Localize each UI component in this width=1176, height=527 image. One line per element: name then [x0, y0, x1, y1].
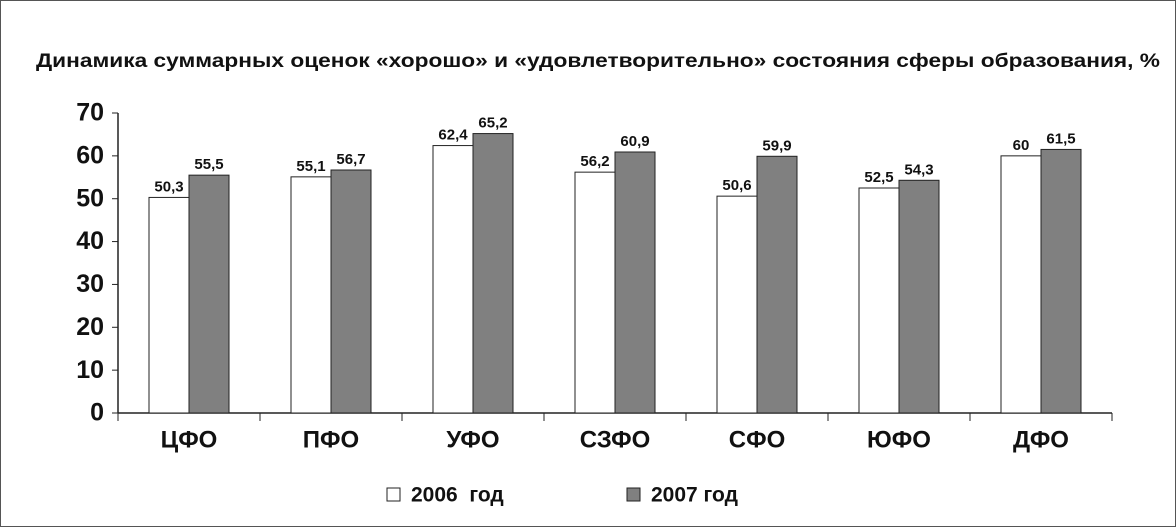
value-label: 60,9	[620, 133, 649, 150]
value-label: 55,5	[194, 156, 223, 173]
value-label: 56,7	[336, 151, 365, 168]
y-tick-label: 70	[76, 99, 104, 127]
bar	[1040, 148, 1082, 414]
y-tick-label: 50	[76, 184, 104, 212]
value-label: 54,3	[904, 161, 933, 178]
value-label: 59,9	[762, 137, 791, 154]
bar	[472, 133, 514, 414]
y-tick-label: 60	[76, 141, 104, 169]
x-tick-label: СЗФО	[580, 426, 651, 453]
bar	[330, 169, 372, 414]
x-tick-label: ЦФО	[161, 426, 218, 453]
bar	[574, 171, 616, 414]
bar	[188, 174, 230, 414]
y-tick-label: 40	[76, 227, 104, 255]
chart-title: Динамика суммарных оценок «хорошо» и «уд…	[36, 51, 1160, 72]
x-tick-label: ЮФО	[867, 426, 931, 453]
value-label: 50,6	[722, 177, 751, 194]
bar	[148, 196, 190, 414]
bar	[858, 187, 900, 414]
y-tick-label: 30	[76, 270, 104, 298]
bar	[716, 195, 758, 414]
value-label: 62,4	[438, 127, 468, 144]
value-label: 52,5	[864, 169, 893, 186]
value-label: 60	[1013, 137, 1030, 154]
x-tick-label: УФО	[446, 426, 499, 453]
bar	[432, 145, 474, 414]
legend-swatch	[386, 487, 401, 502]
bar	[898, 179, 940, 414]
bar	[290, 176, 332, 414]
x-tick-label: СФО	[729, 426, 785, 453]
value-label: 55,1	[296, 158, 325, 175]
bar	[614, 151, 656, 414]
value-label: 56,2	[580, 153, 609, 170]
value-label: 61,5	[1046, 130, 1075, 147]
legend-swatch	[626, 487, 641, 502]
x-tick-label: ДФО	[1013, 426, 1069, 453]
x-tick-label: ПФО	[303, 426, 359, 453]
y-tick-label: 10	[76, 356, 104, 384]
y-tick-label: 0	[90, 399, 104, 427]
bar	[1000, 155, 1042, 414]
y-tick-label: 20	[76, 313, 104, 341]
legend-label: 2006 год	[411, 484, 504, 507]
bar	[756, 155, 798, 414]
value-label: 50,3	[154, 178, 183, 195]
legend-label: 2007 год	[651, 484, 738, 507]
value-label: 65,2	[478, 115, 507, 132]
